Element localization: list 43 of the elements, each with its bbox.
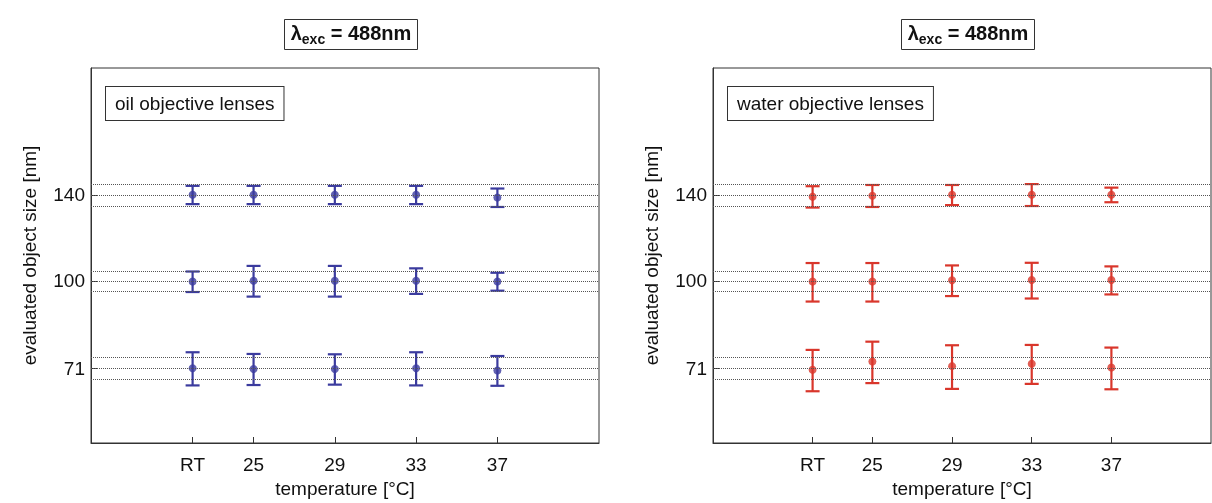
point (1027, 190, 1036, 199)
point (330, 365, 339, 374)
x-tick-label: 37 (1100, 454, 1122, 475)
point (868, 191, 877, 200)
y-tick-label: 71 (685, 357, 707, 379)
point (249, 276, 258, 285)
point (188, 364, 197, 373)
point (412, 190, 421, 199)
x-tick-label: RT (180, 454, 206, 475)
x-tick-label: 33 (1021, 454, 1043, 475)
x-tick-label: 33 (405, 454, 427, 475)
x-axis-title: temperature [°C] (892, 478, 1032, 499)
x-tick-label: 25 (242, 454, 265, 475)
point (808, 192, 817, 201)
y-axis-title: evaluated object size [nm] (641, 145, 662, 366)
point (330, 190, 339, 199)
x-tick-label: 37 (486, 454, 508, 475)
annotation: water objective lenses (736, 93, 924, 114)
point (948, 190, 957, 199)
point (948, 362, 957, 371)
y-tick-label: 71 (63, 357, 85, 379)
x-tick-label: 25 (861, 454, 883, 475)
point (412, 276, 421, 285)
x-tick-label: 29 (941, 454, 963, 475)
point (1027, 359, 1036, 368)
point (948, 276, 957, 285)
annotation: oil objective lenses (115, 93, 275, 114)
y-tick-label: 100 (675, 270, 707, 292)
point (249, 190, 258, 199)
point (412, 364, 421, 373)
y-tick-label: 100 (53, 270, 85, 292)
point (1107, 190, 1116, 199)
point (1027, 276, 1036, 285)
x-tick-label: RT (800, 454, 826, 475)
y-tick-label: 140 (675, 184, 707, 206)
x-tick-label: 29 (324, 454, 346, 475)
point (808, 365, 817, 374)
y-axis-title: evaluated object size [nm] (19, 145, 40, 366)
point (868, 357, 877, 366)
x-axis-title: temperature [°C] (275, 478, 415, 499)
point (330, 276, 339, 285)
point (188, 190, 197, 199)
y-tick-label: 140 (53, 184, 85, 206)
